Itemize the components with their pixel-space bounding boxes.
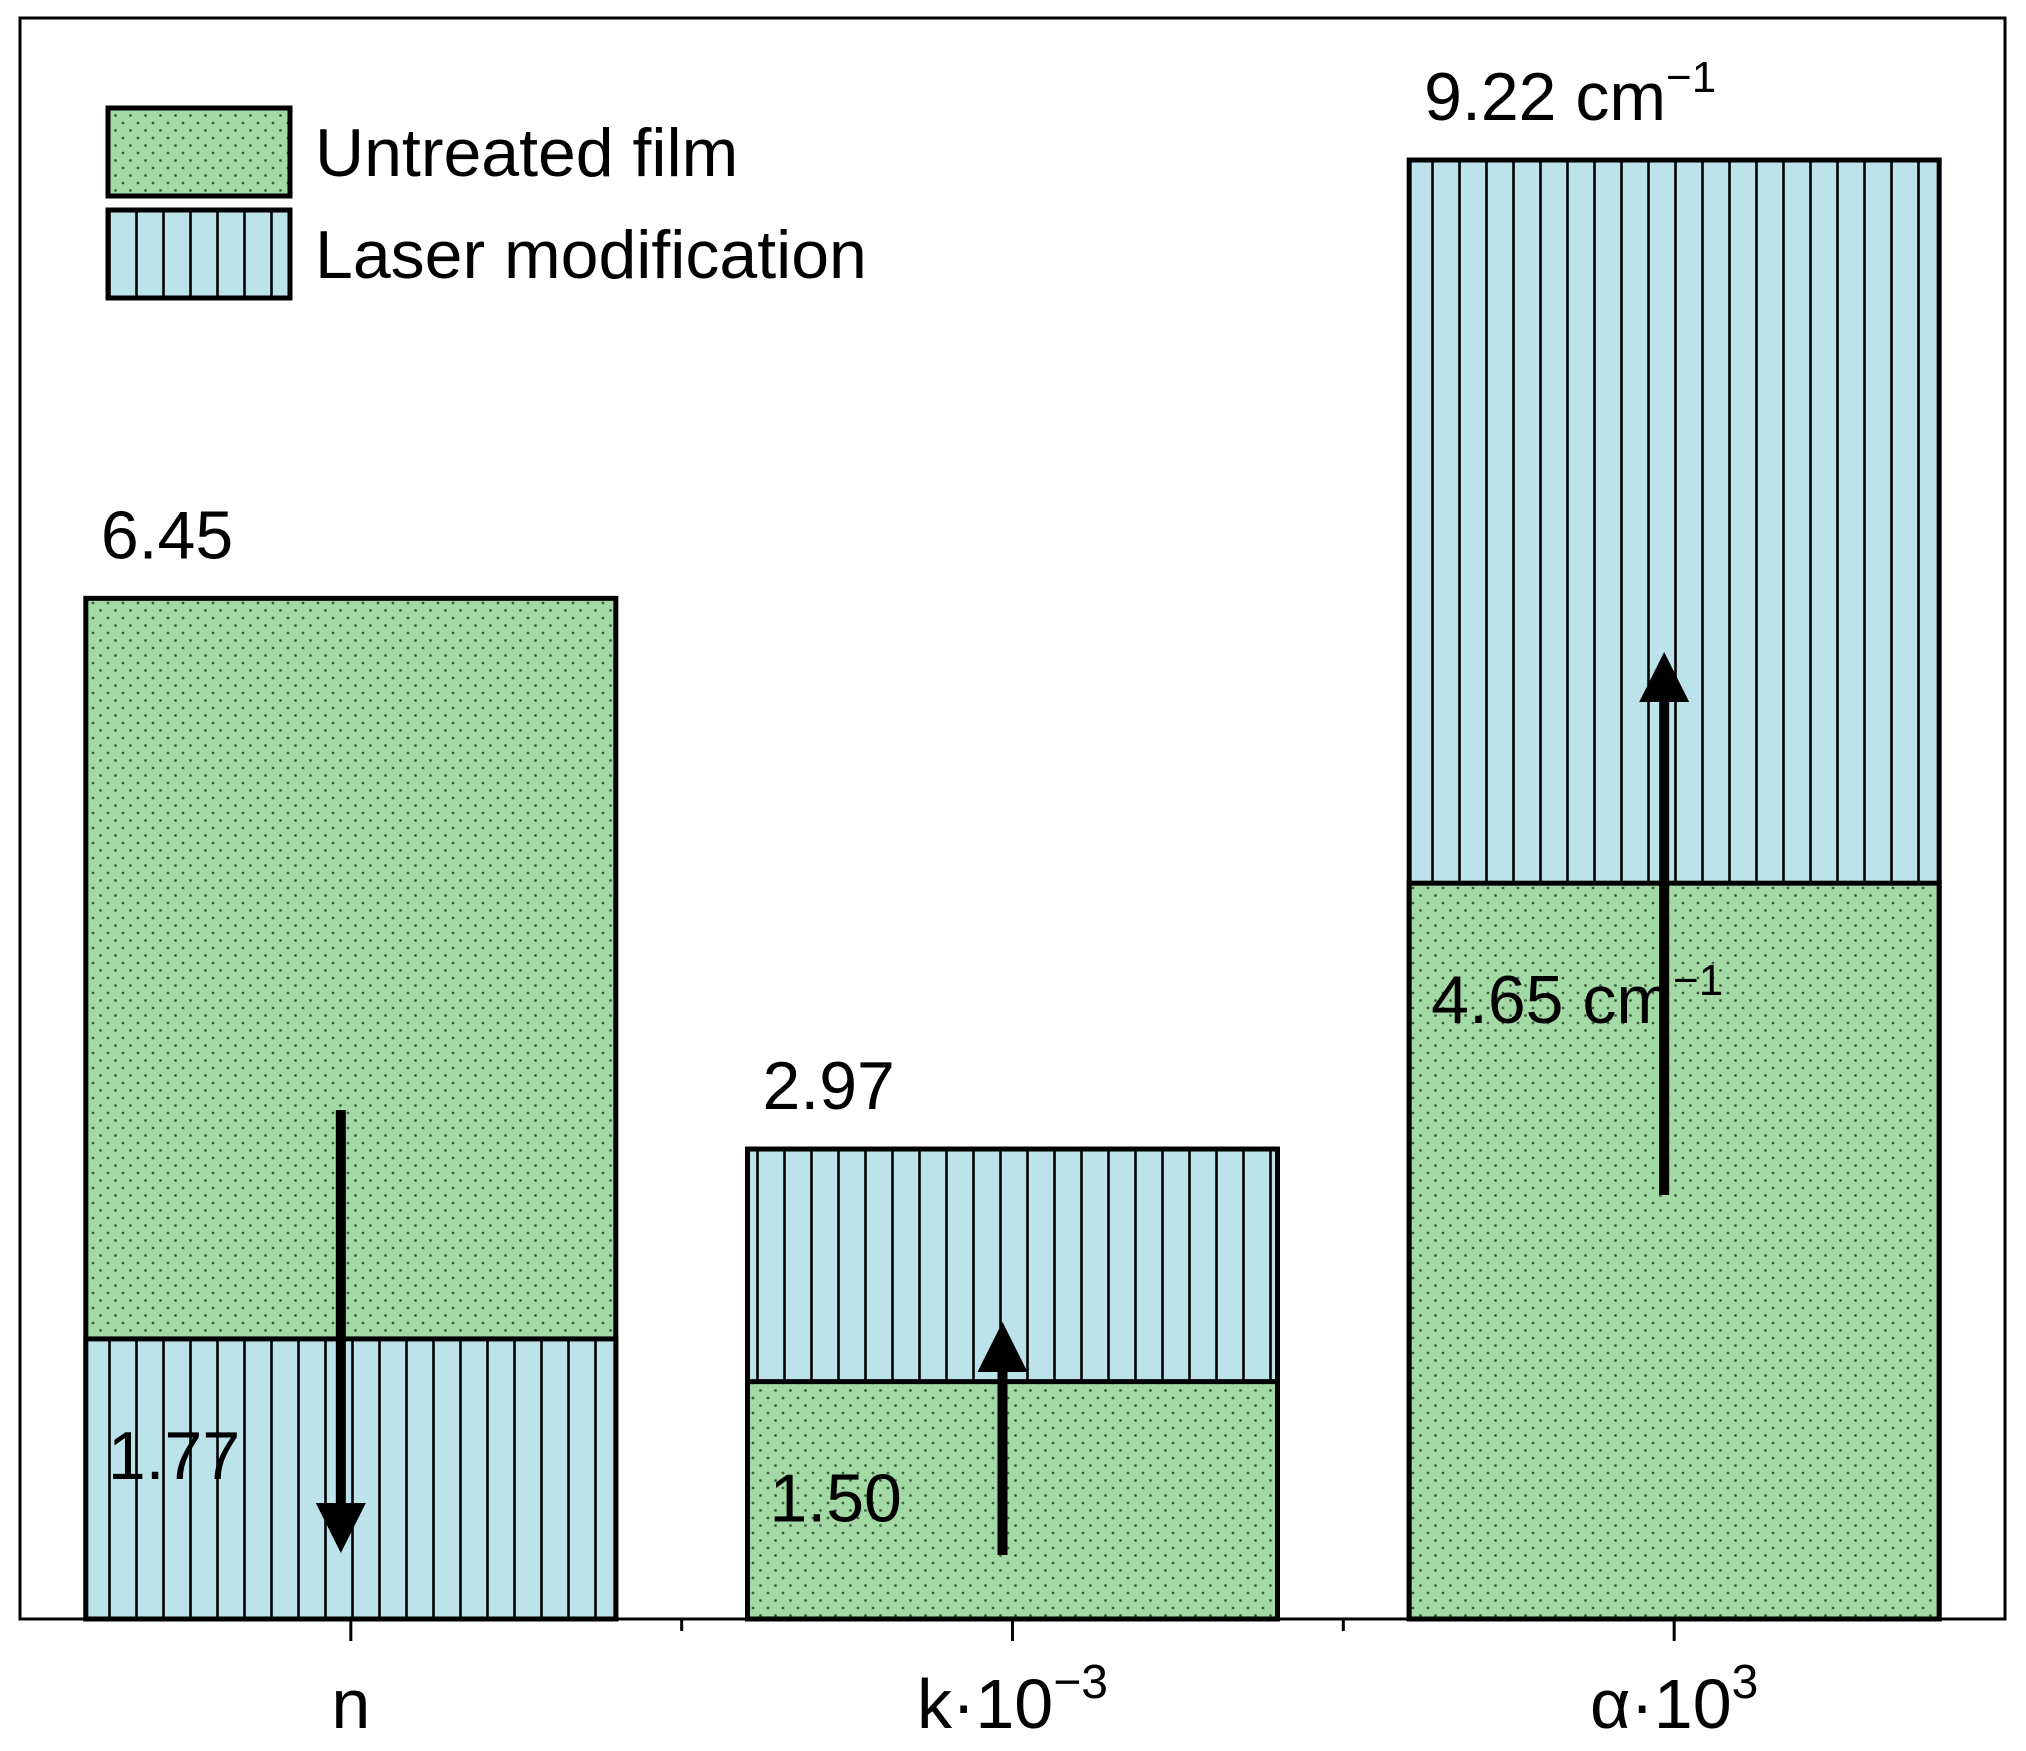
x-tick-label-1: k·10−3	[917, 1656, 1108, 1743]
bar-laser-0	[83, 1336, 619, 1622]
value-label-top-2: 9.22 cm−1	[1424, 53, 1716, 135]
x-axis-labels: n k·10−3 α·103	[331, 1656, 1758, 1743]
legend-swatch-0	[105, 105, 293, 199]
value-labels: 6.45 1.77 2.97 1.50 9.22 cm−1 4.65 cm−1	[101, 53, 1723, 1537]
x-tick-label-2: α·103	[1590, 1656, 1758, 1743]
legend-label-0: Untreated film	[315, 115, 738, 191]
value-label-inner-2: 4.65 cm−1	[1431, 956, 1723, 1038]
change-arrows	[315, 652, 1690, 1555]
value-label-inner-0: 1.77	[108, 1418, 240, 1494]
value-label-top-1: 2.97	[763, 1048, 895, 1124]
bar-untreated-2	[1406, 880, 1942, 1622]
x-tick-label-0: n	[331, 1665, 370, 1743]
x-axis-ticks	[20, 1617, 2005, 1641]
legend-label-1: Laser modification	[315, 217, 867, 293]
bar-untreated-1	[745, 1379, 1280, 1622]
value-label-top-0: 6.45	[101, 497, 233, 573]
legend: Untreated film Laser modification	[105, 105, 867, 301]
value-label-inner-1: 1.50	[770, 1461, 902, 1537]
legend-swatch-1	[105, 207, 293, 301]
